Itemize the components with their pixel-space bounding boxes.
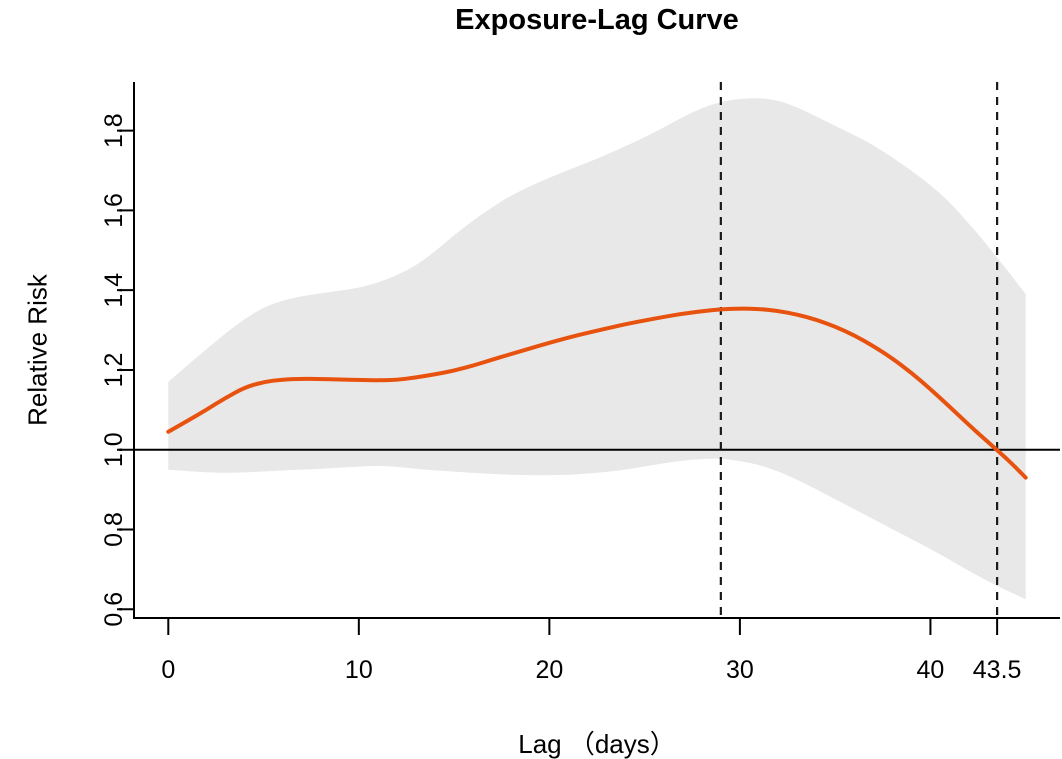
y-tick-label: 1.2 [100, 353, 128, 388]
x-axis-label: Lag （days） [518, 729, 676, 759]
x-tick-label: 40 [917, 656, 945, 684]
y-tick-label: 0.6 [100, 592, 128, 627]
x-tick-label: 43.5 [973, 656, 1022, 684]
y-tick-label: 1.6 [100, 193, 128, 228]
y-tick-label: 1.4 [100, 273, 128, 308]
y-tick-label: 1.0 [100, 432, 128, 467]
y-tick-label: 1.8 [100, 113, 128, 148]
x-tick-label: 20 [535, 656, 563, 684]
y-tick-label: 0.8 [100, 512, 128, 547]
x-tick-label: 10 [345, 656, 373, 684]
x-tick-label: 30 [726, 656, 754, 684]
x-tick-label: 0 [161, 656, 175, 684]
confidence-band [168, 98, 1026, 600]
chart-title: Exposure-Lag Curve [455, 4, 739, 36]
relative-risk-curve [166, 306, 1028, 480]
